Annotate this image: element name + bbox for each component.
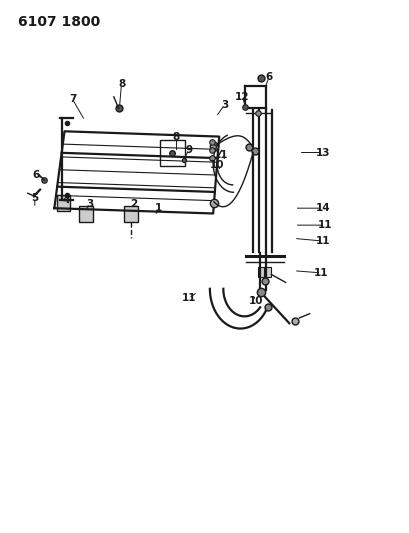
- Text: 8: 8: [173, 132, 180, 142]
- Text: 4: 4: [63, 195, 70, 205]
- Bar: [79, 206, 93, 222]
- Text: 12: 12: [235, 92, 249, 102]
- Text: 10: 10: [248, 296, 263, 306]
- Bar: [56, 196, 70, 212]
- Text: 13: 13: [315, 148, 330, 158]
- Text: 1: 1: [154, 203, 162, 213]
- Text: 11: 11: [213, 150, 228, 160]
- Text: 11: 11: [181, 293, 196, 303]
- Text: 11: 11: [315, 236, 330, 246]
- Bar: [123, 206, 138, 222]
- Text: 6: 6: [32, 171, 40, 180]
- Text: 3: 3: [220, 100, 228, 110]
- Text: 6: 6: [265, 72, 272, 82]
- Bar: [258, 266, 265, 277]
- Text: 9: 9: [185, 145, 192, 155]
- Text: 2: 2: [130, 199, 137, 209]
- Text: 11: 11: [317, 220, 332, 230]
- Text: 3: 3: [86, 199, 94, 209]
- Text: 5: 5: [31, 192, 38, 203]
- Bar: [263, 266, 270, 277]
- Text: 7: 7: [69, 94, 76, 104]
- Text: 6107 1800: 6107 1800: [18, 14, 100, 29]
- Text: 14: 14: [315, 203, 330, 213]
- Text: 10: 10: [209, 160, 224, 169]
- Text: 8: 8: [118, 78, 125, 88]
- Text: 11: 11: [313, 268, 328, 278]
